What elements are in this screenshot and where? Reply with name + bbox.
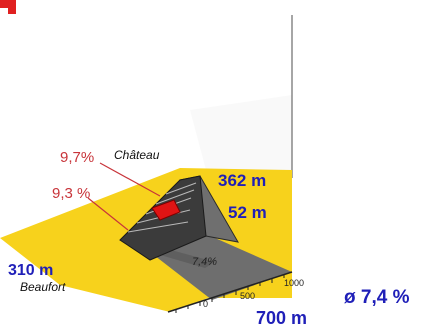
steep-segment (151, 199, 181, 221)
tick-label-0: 0 (203, 299, 209, 309)
distance-label: 700 m (256, 308, 308, 328)
corner-badge (0, 0, 16, 14)
upper-grade-label: 9,7% (60, 149, 95, 166)
pointer-lower (87, 197, 129, 231)
pointer-upper (99, 162, 161, 197)
lower-grade-label: 9,3 % (52, 185, 91, 202)
elevation-gain: 52 m (228, 203, 267, 222)
distance-axis (167, 271, 293, 313)
backdrop-haze (190, 95, 292, 185)
average-grade-label: ø 7,4 % (344, 287, 410, 308)
tick-label-1000: 1000 (284, 278, 305, 288)
start-name: Beaufort (20, 280, 66, 294)
start-altitude: 310 m (8, 262, 54, 279)
tick-label-500: 500 (240, 291, 256, 301)
end-name: Château (114, 148, 160, 162)
shadow-grade-label: 7,4% (192, 256, 218, 268)
end-altitude: 362 m (218, 171, 267, 190)
distance-ticks (175, 274, 285, 313)
